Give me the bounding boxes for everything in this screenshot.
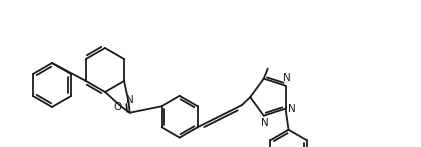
Text: N: N	[126, 95, 133, 105]
Text: N: N	[282, 73, 290, 83]
Text: N: N	[261, 118, 269, 128]
Text: N: N	[288, 104, 295, 114]
Text: O: O	[113, 102, 122, 112]
